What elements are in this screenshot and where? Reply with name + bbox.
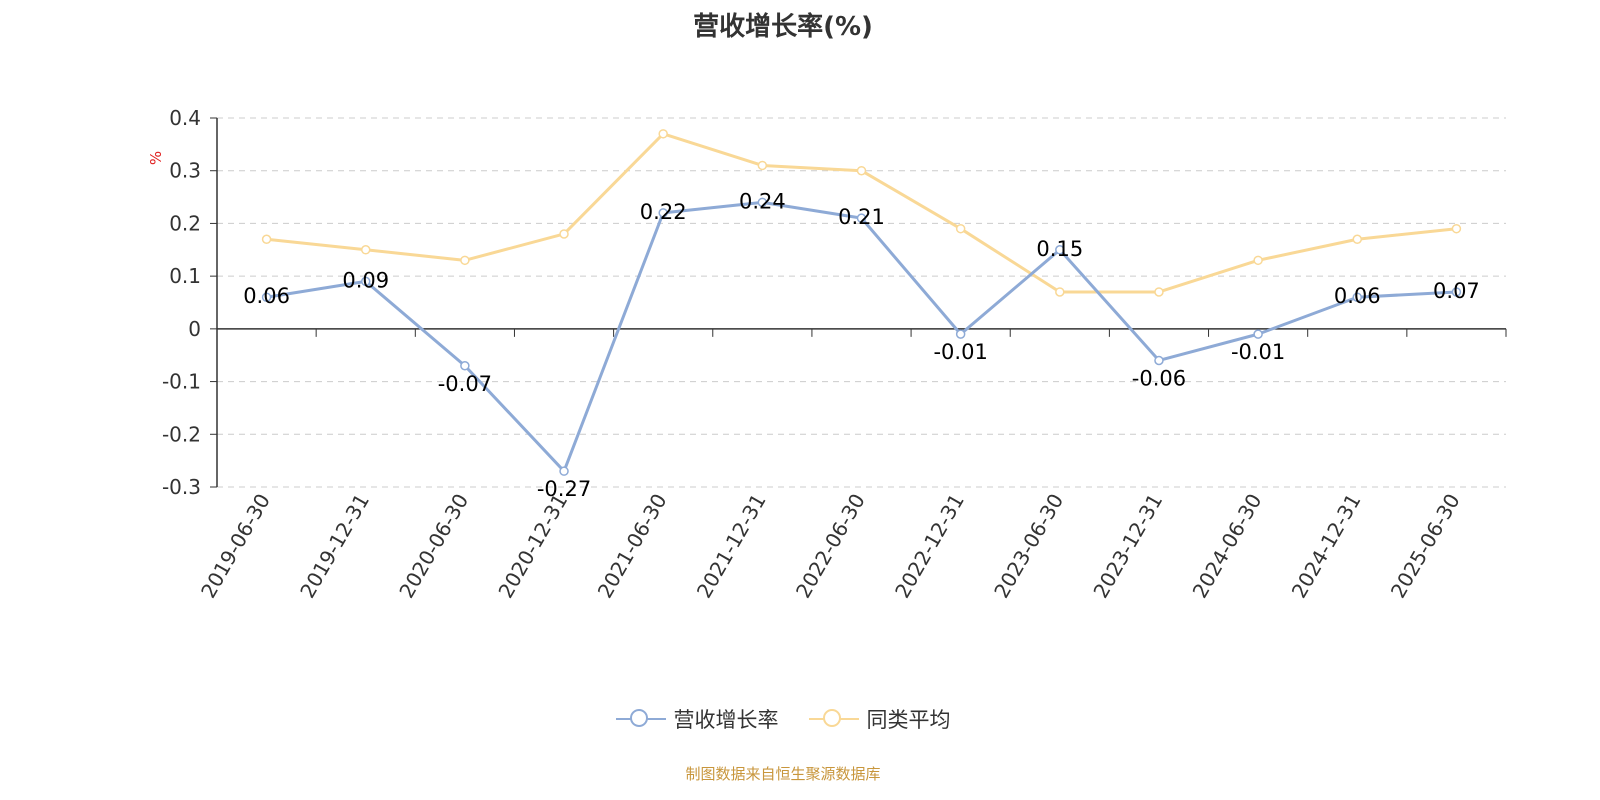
data-point-peer-average [360, 245, 371, 255]
y-tick-label: 0.4 [169, 106, 201, 130]
legend-item-peer-average[interactable]: 同类平均 [808, 704, 951, 734]
data-point-peer-average [1253, 255, 1263, 266]
x-tick-label: 2021-12-31 [692, 490, 771, 603]
data-label: 0.21 [838, 205, 885, 229]
data-point-revenue-growth [856, 213, 867, 223]
x-tick-label: 2019-06-30 [196, 490, 275, 603]
data-label: 0.22 [640, 200, 687, 224]
grid-layer [217, 117, 1506, 488]
data-point-revenue-growth [1154, 355, 1164, 366]
data-label: 0.15 [1036, 237, 1083, 261]
data-point-revenue-growth [1352, 292, 1363, 302]
legend-label-revenue-growth: 营收增长率 [673, 708, 779, 732]
series-layer [261, 129, 1462, 476]
data-label: -0.06 [1132, 366, 1186, 390]
label-layer: 0.06 0.09 -0.07 -0.27 0.22 0.24 0.21 -0.01 0.15 -… [243, 189, 1480, 501]
y-tick-label: 0 [188, 317, 201, 341]
data-source-note: 制图数据来自恒生聚源数据库 [685, 765, 881, 783]
data-label: -0.07 [438, 372, 492, 396]
data-point-peer-average [261, 234, 272, 244]
data-point-revenue-growth [757, 197, 768, 208]
data-point-revenue-growth [261, 292, 272, 302]
data-point-peer-average [559, 229, 569, 239]
data-point-revenue-growth [1253, 329, 1263, 339]
data-point-peer-average [460, 255, 470, 266]
y-tick-label: -0.1 [162, 370, 201, 394]
data-point-peer-average [856, 165, 867, 176]
x-tick-label: 2022-12-31 [890, 489, 969, 602]
data-label: 0.24 [739, 189, 786, 213]
y-tick-label: -0.2 [162, 422, 201, 446]
legend-marker-revenue-growth [615, 709, 666, 729]
data-label: 0.09 [342, 268, 389, 292]
y-tick-label: 0.1 [169, 264, 201, 288]
x-tick-label: 2020-06-30 [394, 490, 473, 603]
series-line-revenue-growth [266, 200, 1457, 473]
chart-title: 营收增长率(%) [693, 12, 873, 42]
y-tick-label: -0.3 [162, 475, 201, 499]
data-label: 0.06 [243, 284, 290, 308]
data-point-revenue-growth [955, 329, 966, 339]
data-point-revenue-growth [559, 466, 569, 476]
data-point-revenue-growth [658, 208, 668, 218]
data-point-peer-average [757, 160, 768, 171]
data-label: -0.01 [1231, 340, 1285, 364]
x-tick-label: 2020-12-31 [493, 490, 572, 603]
data-point-revenue-growth [1451, 287, 1462, 297]
legend-item-revenue-growth[interactable]: 营收增长率 [615, 704, 779, 734]
x-tick-label: 2022-06-30 [791, 490, 870, 603]
y-tick-label: 0.3 [169, 159, 201, 183]
data-label: 0.07 [1433, 279, 1480, 303]
y-axis-unit-label: % [147, 151, 165, 165]
data-point-peer-average [1451, 223, 1462, 234]
data-point-peer-average [1154, 287, 1164, 297]
y-tick-label: 0.2 [169, 211, 201, 235]
data-label: 0.06 [1334, 284, 1381, 308]
data-point-revenue-growth [360, 276, 371, 287]
legend: 营收增长率 同类平均 [0, 704, 1566, 734]
x-tick-label: 2025-06-30 [1386, 490, 1465, 603]
data-point-peer-average [1055, 287, 1065, 297]
line-chart: 0.4 0.3 0.2 0.1 0 -0.1 -0.2 -0.3% 2019-06-30 2019… [147, 106, 1507, 603]
data-point-peer-average [955, 223, 966, 234]
x-tick-label: 2021-06-30 [593, 490, 672, 603]
data-point-peer-average [658, 129, 668, 139]
data-point-revenue-growth [460, 361, 470, 371]
x-tick-label: 2024-06-30 [1188, 490, 1267, 603]
data-label: -0.27 [537, 477, 591, 501]
x-tick-label: 2024-12-31 [1287, 490, 1366, 603]
data-point-peer-average [1352, 234, 1363, 244]
legend-label-peer-average: 同类平均 [866, 708, 951, 732]
data-point-revenue-growth [1055, 245, 1065, 255]
x-tick-label: 2023-12-31 [1088, 490, 1167, 603]
x-tick-label: 2019-12-31 [295, 490, 374, 603]
data-label: -0.01 [933, 340, 987, 364]
x-tick-label: 2023-06-30 [989, 490, 1068, 603]
legend-marker-peer-average [808, 709, 859, 729]
axis-layer: 0.4 0.3 0.2 0.1 0 -0.1 -0.2 -0.3% 2019-06-30 2019… [147, 106, 1507, 603]
